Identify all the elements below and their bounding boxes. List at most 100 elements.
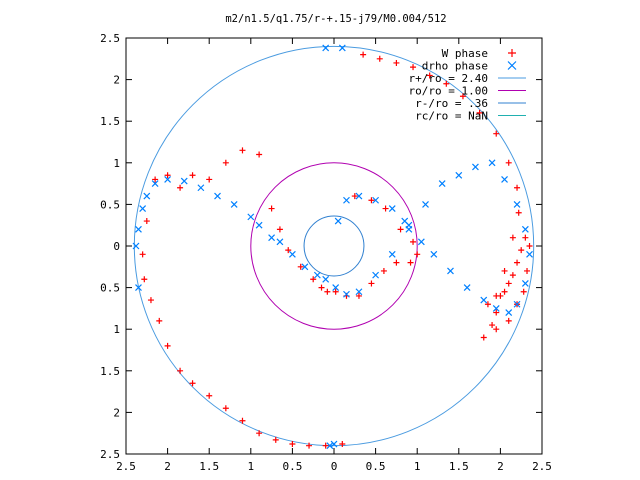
- w-phase-point: [520, 288, 527, 295]
- w-phase-point: [156, 317, 163, 324]
- drho-phase-point: [501, 176, 508, 183]
- drho-phase-point: [355, 288, 363, 296]
- drho-phase-point: [388, 250, 396, 258]
- legend-label: W phase: [442, 47, 488, 60]
- drho-phase-point: [180, 177, 188, 185]
- reference-circle: [303, 215, 365, 277]
- w-phase-point: [355, 292, 362, 299]
- drho-phase-point: [214, 192, 221, 200]
- w-phase-point: [189, 172, 196, 179]
- w-phase-point: [410, 238, 417, 245]
- y-tick-label: 1: [113, 323, 120, 336]
- drho-phase-point: [230, 200, 238, 208]
- w-phase-point: [509, 272, 516, 279]
- drho-phase-point: [447, 267, 454, 275]
- x-tick-label: 2.5: [532, 460, 552, 473]
- points-group: [132, 44, 533, 450]
- drho-phase-point: [334, 217, 342, 225]
- w-phase-point: [256, 151, 263, 158]
- drho-phase-point: [526, 250, 533, 258]
- y-tick-label: 2.5: [100, 448, 120, 461]
- drho-phase-point: [247, 213, 255, 221]
- drho-phase-point: [521, 280, 529, 287]
- w-phase-point: [484, 301, 491, 308]
- w-phase-point: [526, 243, 533, 249]
- drho-phase-point: [480, 296, 488, 304]
- x-tick-label: 2: [497, 460, 504, 473]
- reference-circle: [133, 45, 535, 447]
- w-phase-point: [476, 109, 483, 116]
- w-phase-point: [368, 197, 375, 204]
- w-phase-point: [164, 342, 171, 349]
- drho-phase-point: [417, 238, 425, 246]
- drho-phase-point: [521, 225, 529, 233]
- w-phase-point: [239, 147, 246, 154]
- w-phase-point: [256, 430, 263, 437]
- w-phase-point: [443, 80, 450, 87]
- w-phase-point: [143, 218, 150, 225]
- w-phase-point: [376, 55, 383, 62]
- drho-phase-point: [322, 275, 330, 283]
- w-phase-point: [515, 209, 522, 216]
- w-phase-point: [332, 288, 339, 295]
- w-phase-point: [459, 93, 466, 100]
- w-phase-point: [152, 176, 159, 183]
- drho-phase-point: [422, 200, 429, 208]
- drho-phase-point: [330, 440, 338, 448]
- w-phase-point: [522, 234, 529, 241]
- y-tick-label: 0.5: [100, 282, 120, 295]
- drho-phase-point: [139, 205, 147, 212]
- x-tick-label: 2: [164, 460, 171, 473]
- drho-phase-point: [455, 171, 463, 179]
- w-phase-point: [177, 367, 184, 374]
- ticks-group: 2.5 2 1.5 1 0.5 0 0.5 1 1.5 2 2.52.521.510.500.511…: [100, 32, 552, 473]
- w-phase-point: [324, 288, 331, 295]
- drho-phase-point: [430, 250, 438, 258]
- w-phase-point: [306, 442, 313, 449]
- w-phase-point: [480, 334, 487, 341]
- w-phase-point: [322, 442, 329, 449]
- w-phase-point: [505, 280, 512, 287]
- chart-title: m2/n1.5/q1.75/r-+.15-j79/M0.004/512: [225, 13, 446, 25]
- w-phase-point: [360, 51, 367, 58]
- circles-group: [133, 45, 535, 447]
- drho-phase-point: [343, 196, 350, 204]
- w-phase-point: [289, 441, 296, 448]
- y-tick-label: 2: [113, 74, 120, 87]
- drho-phase-point: [338, 44, 346, 52]
- w-phase-point: [493, 326, 500, 333]
- w-phase-point: [297, 263, 304, 270]
- x-tick-label: 0.5: [282, 460, 302, 473]
- y-tick-label: 1.5: [100, 115, 120, 128]
- w-phase-point: [147, 297, 154, 304]
- w-phase-point: [426, 72, 433, 79]
- drho-phase-point: [326, 442, 334, 450]
- x-tick-label: 1: [414, 460, 421, 473]
- w-phase-point: [407, 259, 414, 266]
- w-phase-point: [509, 234, 516, 241]
- w-phase-point: [206, 392, 213, 399]
- drho-phase-point: [135, 284, 142, 292]
- w-phase-point: [268, 205, 275, 212]
- x-tick-label: 0.5: [366, 460, 386, 473]
- drho-phase-point: [276, 238, 284, 246]
- w-phase-point: [410, 64, 417, 71]
- w-phase-point: [489, 322, 496, 329]
- w-phase-point: [393, 59, 400, 66]
- drho-phase-point: [472, 163, 479, 171]
- w-phase-point: [222, 405, 229, 412]
- y-tick-label: 2.5: [100, 32, 120, 45]
- legend-label: drho phase: [422, 60, 488, 73]
- drho-phase-point: [135, 225, 142, 233]
- w-phase-point: [518, 247, 525, 254]
- x-tick-label: 1: [247, 460, 254, 473]
- w-phase-point: [164, 172, 171, 179]
- w-phase-point: [493, 292, 500, 299]
- w-phase-point: [493, 130, 500, 137]
- w-phase-point: [339, 441, 346, 448]
- w-phase-point: [514, 184, 521, 191]
- w-phase-point: [397, 226, 404, 233]
- y-tick-label: 1.5: [100, 365, 120, 378]
